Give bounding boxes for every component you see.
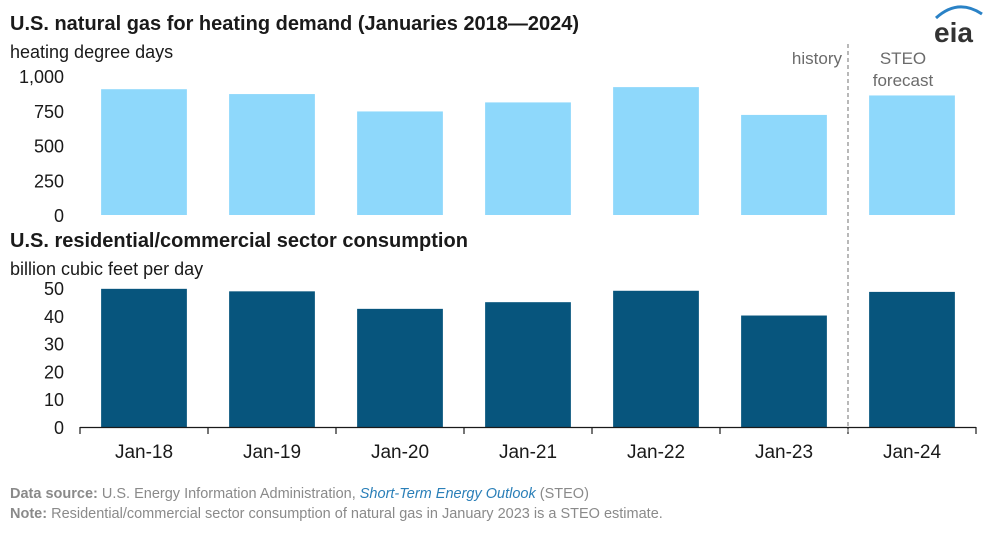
hdd-bar xyxy=(613,87,699,215)
x-category-label: Jan-18 xyxy=(115,442,173,463)
source-label: Data source: xyxy=(10,486,98,502)
eia-logo-icon: eia xyxy=(934,5,983,48)
consumption-bar xyxy=(357,308,443,427)
source-text: U.S. Energy Information Administration, xyxy=(97,486,360,502)
logo-text: eia xyxy=(934,17,973,46)
consumption-bar xyxy=(741,315,827,427)
x-category-label: Jan-19 xyxy=(243,442,301,463)
hdd-bar xyxy=(869,95,955,215)
chart-area: U.S. natural gas for heating demand (Jan… xyxy=(10,13,977,463)
consumption-axis-unit: billion cubic feet per day xyxy=(10,259,203,279)
hdd-bar xyxy=(229,94,315,215)
consumption-bar xyxy=(869,291,955,427)
x-category-label: Jan-21 xyxy=(499,442,557,463)
note-text: Residential/commercial sector consumptio… xyxy=(47,506,663,522)
consumption-y-tick-label: 40 xyxy=(44,307,64,327)
consumption-y-tick-label: 50 xyxy=(44,279,64,299)
eia-logo: eia xyxy=(930,2,988,48)
hdd-y-tick-label: 500 xyxy=(34,137,64,157)
consumption-bar xyxy=(485,302,571,427)
hdd-axis-unit: heating degree days xyxy=(10,42,173,62)
hdd-bar xyxy=(485,102,571,215)
x-category-label: Jan-20 xyxy=(371,442,429,463)
hdd-y-tick-label: 1,000 xyxy=(19,67,64,87)
consumption-bar xyxy=(613,290,699,427)
consumption-y-tick-label: 30 xyxy=(44,335,64,355)
history-label: history xyxy=(792,49,843,68)
hdd-y-tick-label: 750 xyxy=(34,102,64,122)
footnote: Note: Residential/commercial sector cons… xyxy=(10,505,663,524)
hdd-chart-title: U.S. natural gas for heating demand (Jan… xyxy=(10,13,579,35)
source-link[interactable]: Short-Term Energy Outlook xyxy=(359,486,536,502)
source-suffix: (STEO) xyxy=(535,486,589,502)
hdd-y-tick-label: 250 xyxy=(34,171,64,191)
x-category-label: Jan-22 xyxy=(627,442,685,463)
consumption-chart-title: U.S. residential/commercial sector consu… xyxy=(10,230,468,252)
consumption-y-tick-label: 0 xyxy=(54,418,64,438)
note-label: Note: xyxy=(10,506,48,522)
x-category-label: Jan-23 xyxy=(755,442,813,463)
logo-swoosh xyxy=(934,5,983,20)
x-category-label: Jan-24 xyxy=(883,442,942,463)
forecast-label-line1: STEO xyxy=(880,49,926,68)
data-source-note: Data source: U.S. Energy Information Adm… xyxy=(10,485,589,504)
consumption-y-tick-label: 20 xyxy=(44,362,64,382)
consumption-y-tick-label: 10 xyxy=(44,390,64,410)
hdd-bar xyxy=(101,89,187,215)
hdd-bar xyxy=(357,111,443,215)
forecast-label-line2: forecast xyxy=(873,71,934,90)
consumption-bar xyxy=(101,288,187,427)
hdd-y-tick-label: 0 xyxy=(54,206,64,226)
consumption-bar xyxy=(229,291,315,427)
hdd-bar xyxy=(741,114,827,215)
